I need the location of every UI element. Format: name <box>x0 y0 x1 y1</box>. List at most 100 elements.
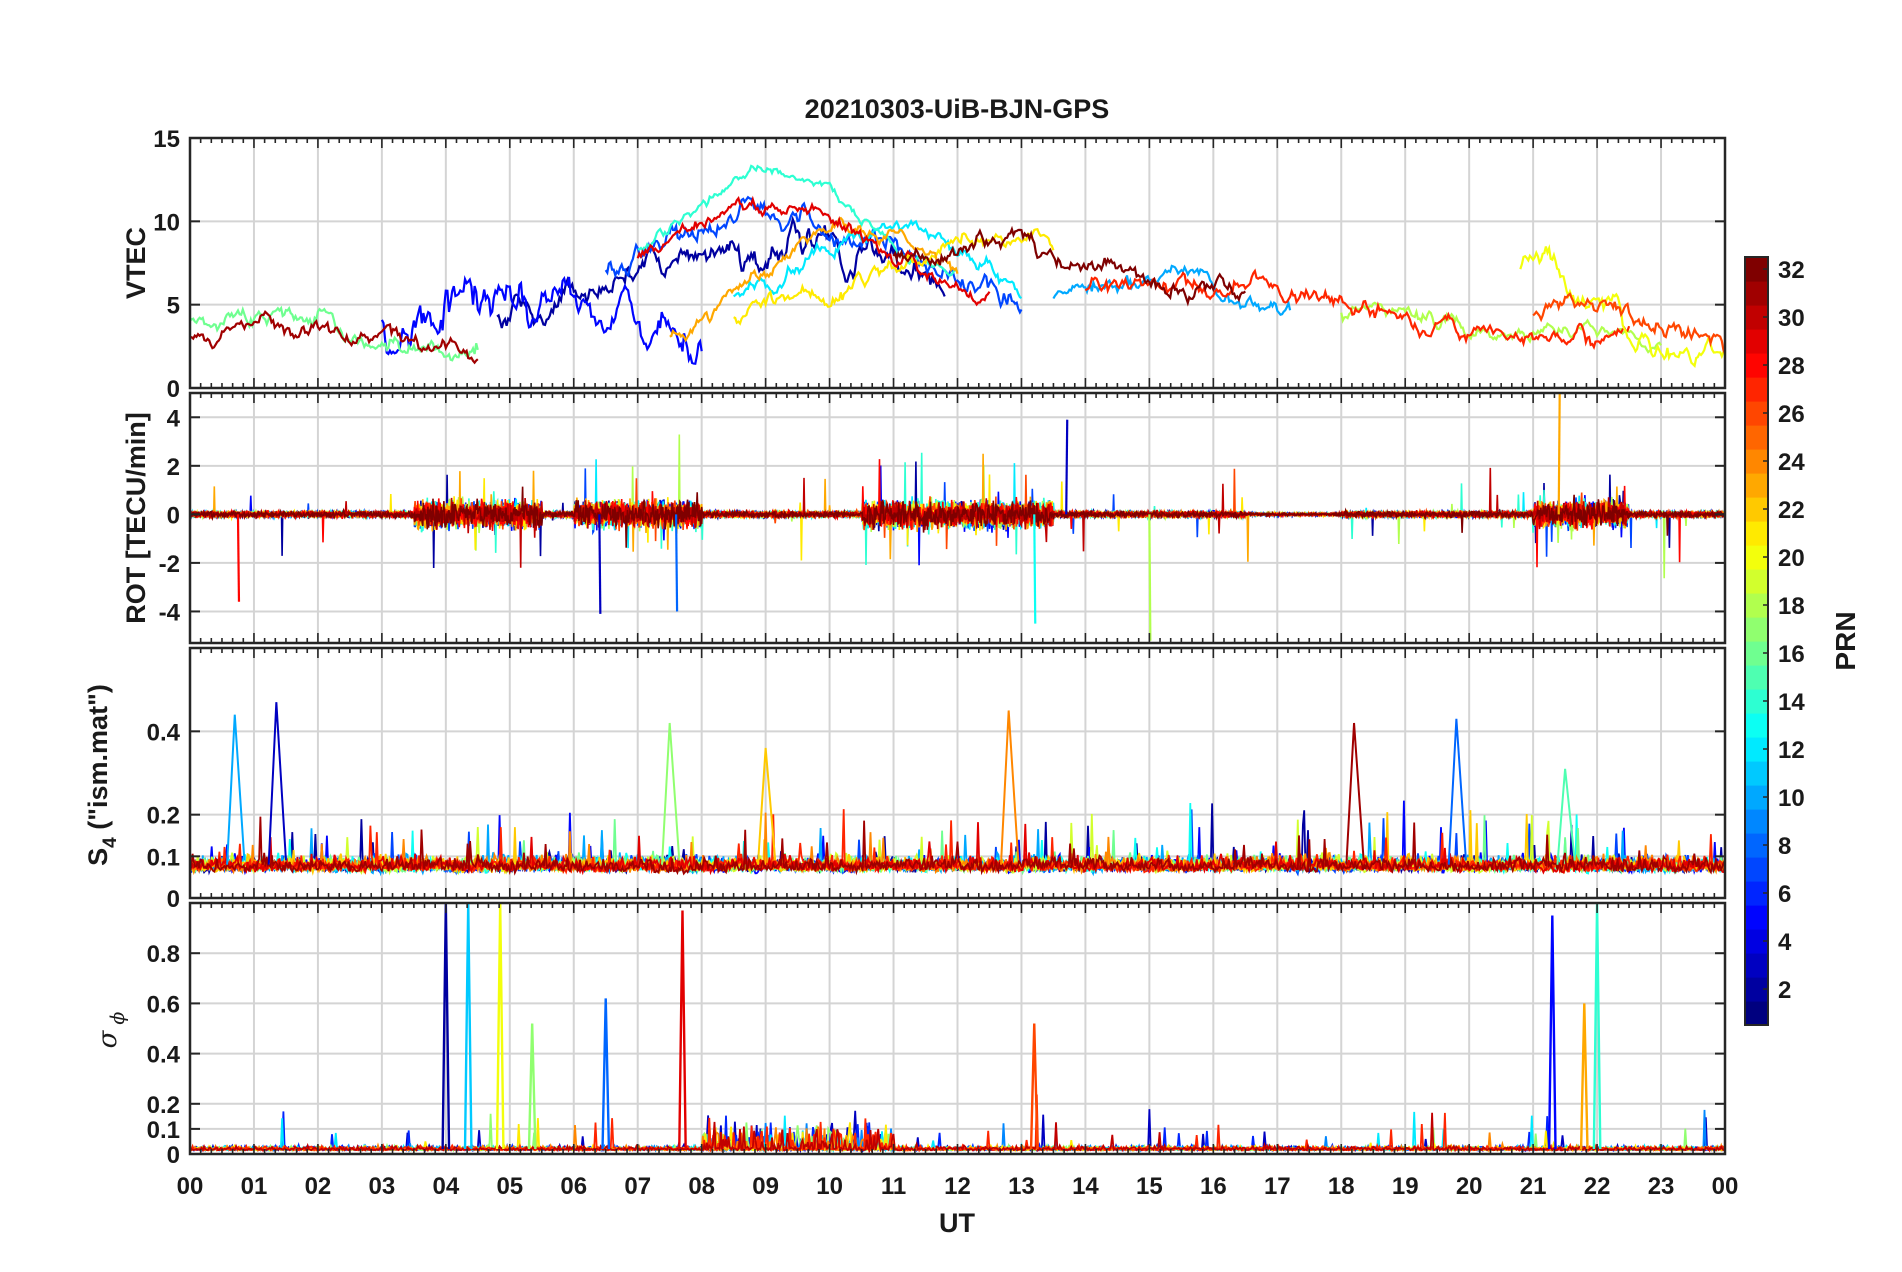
x-tick-label: 03 <box>369 1173 396 1200</box>
sigma-phi-peak <box>463 903 473 1149</box>
sigma-phi-ylabel-sub: ϕ <box>107 1012 129 1025</box>
rot-spike <box>1557 393 1561 515</box>
rot-ylabel: ROT [TECU/min] <box>121 412 151 623</box>
colorbar-segment <box>1745 545 1768 570</box>
colorbar-tick-label: 8 <box>1778 833 1791 860</box>
x-tick-label: 18 <box>1328 1173 1355 1200</box>
vtec-line-prn-20 <box>1519 244 1725 369</box>
vtec-line-prn-5 <box>380 274 703 365</box>
x-tick-label: 19 <box>1392 1173 1419 1200</box>
colorbar-tick-label: 24 <box>1778 449 1805 476</box>
y-tick-label: 0.6 <box>147 991 180 1018</box>
colorbar-segment <box>1745 1001 1768 1026</box>
sigma-phi-peak <box>1029 1023 1039 1150</box>
y-tick-label: 4 <box>167 405 181 432</box>
x-tick-label: 11 <box>881 1173 906 1200</box>
vtec-ylabel: VTEC <box>121 227 151 299</box>
rot-spike <box>1033 514 1037 624</box>
colorbar-gradient <box>1745 257 1768 1026</box>
x-tick-label: 23 <box>1648 1173 1675 1200</box>
x-tick-label: 20 <box>1456 1173 1483 1200</box>
y-tick-label: 0 <box>167 1142 180 1169</box>
s4-line-prn-29 <box>190 822 1725 876</box>
vtec-line-prn-29 <box>636 195 991 307</box>
s4-y-ticks: 0 0.1 0.2 0.4 <box>147 648 1726 913</box>
y-tick-label: 0.2 <box>147 803 180 830</box>
colorbar-tick-label: 28 <box>1778 353 1805 380</box>
sigma-phi-peak <box>441 903 451 1149</box>
s4-peak <box>661 722 681 865</box>
y-tick-label: 0 <box>167 376 180 403</box>
colorbar-tick-label: 30 <box>1778 305 1805 332</box>
x-tick-label: 05 <box>496 1173 523 1200</box>
s4-ylabel-sub: 4 <box>100 837 121 848</box>
sigma-phi-ylabel-main: σ <box>93 1029 123 1048</box>
s4-ylabel: S4 ("ism.mat") <box>83 684 121 866</box>
rot-lines <box>190 393 1725 641</box>
y-tick-label: -2 <box>159 551 180 578</box>
vtec-y-ticks: 0 5 10 15 <box>153 126 1726 403</box>
colorbar-segment <box>1745 497 1768 522</box>
sigma-phi-peak <box>1592 903 1602 1149</box>
colorbar-tick-label: 4 <box>1778 929 1792 956</box>
colorbar-segment <box>1745 281 1768 306</box>
vtec-line-prn-10 <box>1052 264 1292 316</box>
colorbar-tick-label: 20 <box>1778 545 1805 572</box>
colorbar-segment <box>1745 593 1768 618</box>
x-tick-label: 06 <box>560 1173 587 1200</box>
colorbar-segment <box>1745 569 1768 594</box>
colorbar-segment <box>1745 857 1768 882</box>
vtec-line-prn-31 <box>190 310 479 365</box>
vtec-line-prn-16 <box>190 305 479 362</box>
colorbar-segment <box>1745 617 1768 642</box>
sigma-phi-peak <box>1579 1003 1589 1150</box>
s4-peak <box>226 714 246 865</box>
s4-peak <box>1447 718 1467 865</box>
s4-peak <box>267 702 287 865</box>
y-tick-label: 5 <box>167 293 180 320</box>
s4-peak <box>1345 722 1365 865</box>
colorbar-tick-label: 2 <box>1778 977 1791 1004</box>
colorbar-segment <box>1745 833 1768 858</box>
rot-y-ticks: -4 -2 0 2 4 <box>159 393 1726 643</box>
vtec-lines <box>190 164 1725 369</box>
colorbar-segment <box>1745 905 1768 930</box>
vtec-panel: 0 5 10 15 VTEC <box>121 126 1727 403</box>
y-tick-label: 10 <box>153 209 180 236</box>
x-tick-label: 04 <box>432 1173 459 1200</box>
colorbar-segment <box>1745 425 1768 450</box>
s4-peak <box>756 747 777 865</box>
x-tick-label: 12 <box>944 1173 971 1200</box>
colorbar-segment <box>1745 329 1768 354</box>
sigma-phi-peak <box>1547 915 1557 1149</box>
x-tick-label: 17 <box>1264 1173 1291 1200</box>
rot-panel: -4 -2 0 2 4 ROT [TECU/min] <box>121 391 1727 645</box>
x-tick-label: 16 <box>1200 1173 1227 1200</box>
sigma-phi-peak <box>527 1023 537 1150</box>
vtec-line-prn-26 <box>1532 292 1725 355</box>
y-tick-label: 0 <box>167 886 180 913</box>
sigma-phi-peak <box>495 903 505 1149</box>
colorbar-segment <box>1745 761 1768 786</box>
x-tick-label: 01 <box>241 1173 268 1200</box>
y-tick-label: 0.2 <box>147 1092 180 1119</box>
colorbar-segment <box>1745 977 1768 1002</box>
x-tick-label: 10 <box>816 1173 843 1200</box>
vtec-line-prn-32 <box>892 225 1246 307</box>
s4-lines <box>190 702 1725 877</box>
y-tick-label: 0.8 <box>147 941 180 968</box>
x-tick-label: 21 <box>1520 1173 1547 1200</box>
y-tick-label: 0.1 <box>147 1117 180 1144</box>
colorbar-segment <box>1745 257 1768 282</box>
rot-line-prn-32 <box>190 486 1725 548</box>
x-tick-label: 09 <box>752 1173 779 1200</box>
s4-ylabel-rest: ("ism.mat") <box>83 684 113 837</box>
y-tick-label: 0.4 <box>147 719 181 746</box>
rot-spike <box>1148 514 1152 641</box>
sigma-phi-ylabel: σϕ <box>93 1012 129 1049</box>
x-tick-label: 02 <box>305 1173 332 1200</box>
colorbar-tick-label: 10 <box>1778 785 1805 812</box>
sigma-phi-grid <box>189 903 1726 1155</box>
